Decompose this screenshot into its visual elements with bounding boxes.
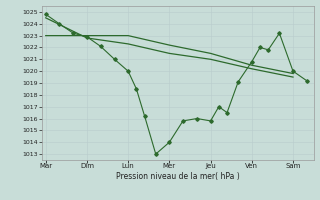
X-axis label: Pression niveau de la mer( hPa ): Pression niveau de la mer( hPa )	[116, 172, 239, 181]
